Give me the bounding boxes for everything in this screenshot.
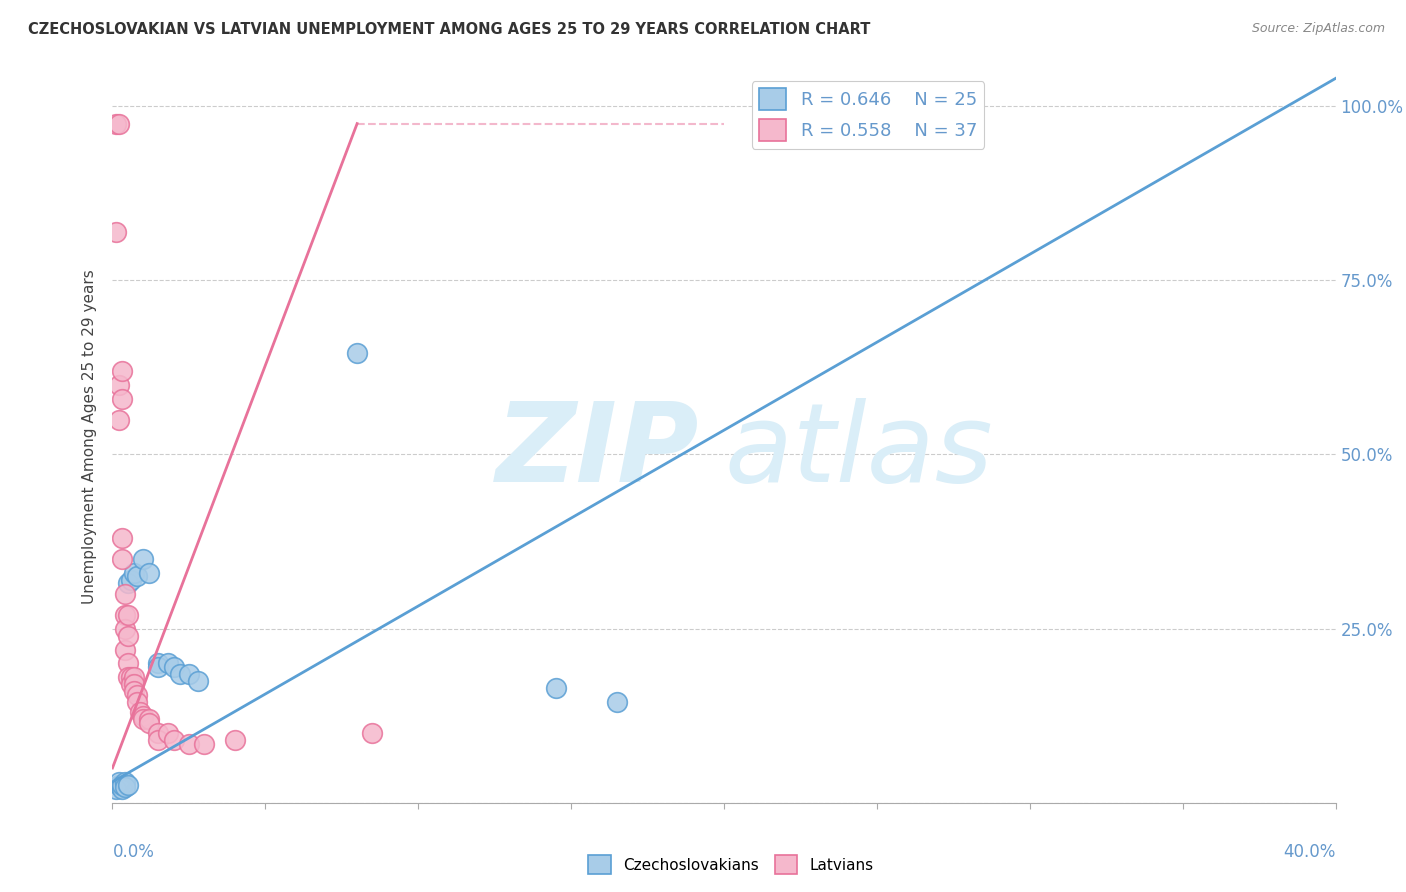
Point — [117, 778, 139, 792]
Point — [169, 667, 191, 681]
Point — [129, 705, 152, 719]
Point — [163, 733, 186, 747]
Point — [224, 733, 246, 747]
Point — [163, 660, 186, 674]
Point — [117, 657, 139, 671]
Point — [107, 412, 129, 426]
Text: ZIP: ZIP — [496, 398, 700, 505]
Point — [125, 688, 148, 702]
Point — [114, 775, 136, 789]
Point — [148, 733, 170, 747]
Point — [148, 726, 170, 740]
Y-axis label: Unemployment Among Ages 25 to 29 years: Unemployment Among Ages 25 to 29 years — [82, 269, 97, 605]
Point — [193, 737, 215, 751]
Point — [156, 726, 179, 740]
Point — [107, 775, 129, 789]
Point — [120, 670, 142, 684]
Point — [148, 660, 170, 674]
Point — [107, 117, 129, 131]
Point — [122, 684, 145, 698]
Point — [177, 737, 200, 751]
Point — [138, 712, 160, 726]
Point — [927, 99, 949, 113]
Point — [111, 392, 134, 406]
Point — [138, 715, 160, 730]
Point — [114, 780, 136, 795]
Point — [114, 622, 136, 636]
Text: atlas: atlas — [724, 398, 993, 505]
Point — [111, 552, 134, 566]
Point — [120, 677, 142, 691]
Point — [125, 569, 148, 583]
Point — [132, 712, 155, 726]
Point — [132, 708, 155, 723]
Point — [132, 552, 155, 566]
Point — [104, 117, 127, 131]
Point — [544, 681, 567, 695]
Point — [606, 695, 628, 709]
Text: 0.0%: 0.0% — [112, 843, 155, 861]
Point — [122, 677, 145, 691]
Point — [104, 225, 127, 239]
Point — [107, 778, 129, 792]
Text: CZECHOSLOVAKIAN VS LATVIAN UNEMPLOYMENT AMONG AGES 25 TO 29 YEARS CORRELATION CH: CZECHOSLOVAKIAN VS LATVIAN UNEMPLOYMENT … — [28, 22, 870, 37]
Text: Source: ZipAtlas.com: Source: ZipAtlas.com — [1251, 22, 1385, 36]
Point — [117, 607, 139, 622]
Point — [111, 778, 134, 792]
Point — [117, 670, 139, 684]
Point — [187, 673, 209, 688]
Legend: Czechoslovakians, Latvians: Czechoslovakians, Latvians — [582, 849, 880, 880]
Legend: R = 0.646    N = 25, R = 0.558    N = 37: R = 0.646 N = 25, R = 0.558 N = 37 — [752, 81, 984, 149]
Point — [346, 346, 368, 360]
Point — [138, 566, 160, 580]
Point — [122, 670, 145, 684]
Point — [107, 377, 129, 392]
Point — [117, 576, 139, 591]
Point — [114, 607, 136, 622]
Point — [120, 573, 142, 587]
Point — [111, 781, 134, 796]
Point — [114, 587, 136, 601]
Point — [117, 629, 139, 643]
Text: 40.0%: 40.0% — [1284, 843, 1336, 861]
Point — [125, 695, 148, 709]
Point — [122, 566, 145, 580]
Point — [148, 657, 170, 671]
Point — [177, 667, 200, 681]
Point — [156, 657, 179, 671]
Point — [111, 364, 134, 378]
Point — [361, 726, 384, 740]
Point — [111, 531, 134, 545]
Point — [104, 781, 127, 796]
Point — [114, 642, 136, 657]
